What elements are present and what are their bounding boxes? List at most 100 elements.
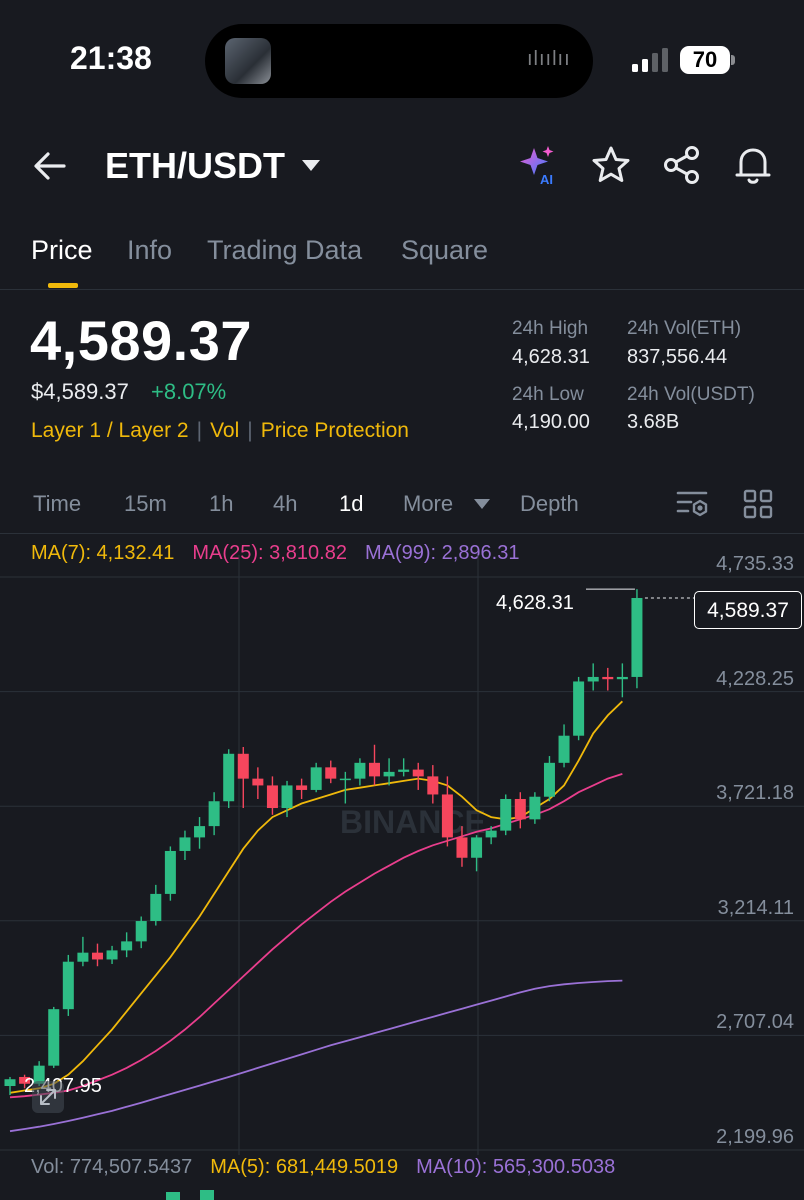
candle [573, 676, 585, 741]
chart-settings-icon[interactable] [676, 488, 710, 520]
stat-low-label: 24h Low [512, 384, 584, 405]
stat-vol-eth-value: 837,556.44 [627, 346, 728, 368]
tab-price[interactable]: Price [31, 235, 93, 265]
pair-title[interactable]: ETH/USDT [105, 145, 285, 186]
candle-body [529, 796, 541, 820]
y-axis-tick: 4,228.25 [716, 667, 794, 690]
caret-down-icon[interactable] [474, 499, 490, 509]
battery-indicator: 70 [680, 46, 730, 74]
interval-time[interactable]: Time [33, 491, 82, 516]
candle-body [631, 597, 643, 677]
stat-vol-usdt-value: 3.68B [627, 411, 680, 433]
candle-body [398, 769, 410, 772]
candle-body [514, 798, 526, 820]
interval-1h[interactable]: 1h [209, 491, 234, 516]
candle-body [208, 801, 220, 827]
candle [121, 932, 133, 958]
candle [369, 744, 380, 786]
candle [500, 794, 512, 836]
tag-separator: | [247, 419, 253, 442]
candle [77, 936, 89, 967]
candle-body [266, 785, 278, 809]
tab-info[interactable]: Info [127, 235, 173, 265]
divider [0, 289, 804, 290]
volume-legend: Vol: 774,507.5437 MA(5): 681,449.5019 MA(1… [31, 1156, 633, 1179]
candlestick-chart[interactable]: BINANCE [0, 555, 804, 1155]
candle-body [296, 785, 308, 790]
share-icon[interactable] [661, 144, 703, 186]
volume-ma10-label: MA(10): 565,300.5038 [416, 1156, 616, 1178]
candle-body [194, 826, 206, 838]
candle-body [471, 837, 483, 858]
candle-body [223, 753, 235, 802]
tag-separator: | [196, 419, 203, 442]
candle [631, 589, 643, 689]
candle [354, 758, 366, 786]
tag-vol[interactable]: Vol [210, 419, 240, 442]
divider [0, 533, 804, 534]
interval-1d[interactable]: 1d [339, 491, 364, 516]
bell-icon[interactable] [732, 144, 774, 186]
candle [150, 884, 162, 926]
candle [62, 954, 74, 1016]
ma7-line [9, 700, 623, 1094]
active-tab-indicator [48, 283, 78, 288]
candle-body [354, 762, 366, 779]
candle [471, 835, 483, 872]
candle [194, 817, 206, 849]
y-axis-tick: 2,707.04 [716, 1011, 794, 1034]
tab-trading-data[interactable]: Trading Data [207, 235, 363, 265]
candle [310, 762, 322, 793]
candle-body [543, 762, 555, 797]
candle [135, 916, 147, 949]
candle-body [164, 850, 176, 894]
token-tags: Layer 1 / Layer 2 | Vol | Price Protection [31, 419, 409, 443]
ai-sparkle-icon[interactable]: AI [518, 144, 560, 187]
tag-price-protection[interactable]: Price Protection [260, 419, 409, 442]
candle-body [485, 830, 497, 838]
star-icon[interactable] [590, 144, 632, 186]
candle [252, 767, 264, 799]
candle-body [427, 776, 439, 795]
audio-waveform-icon: ılıılıı [527, 48, 571, 70]
tab-square[interactable]: Square [401, 235, 489, 265]
candle [616, 663, 628, 698]
candle-body [179, 837, 191, 851]
candle [441, 776, 453, 847]
caret-down-icon[interactable] [300, 157, 322, 173]
candle-body [369, 762, 380, 777]
interval-15m[interactable]: 15m [124, 491, 167, 516]
candle [587, 663, 599, 691]
back-arrow-icon[interactable] [30, 146, 70, 186]
stat-low-value: 4,190.00 [512, 411, 590, 433]
candle [339, 771, 351, 804]
y-axis-tick: 4,735.33 [716, 553, 794, 575]
candle-body [339, 778, 351, 781]
status-time: 21:38 [70, 40, 152, 76]
candle [602, 667, 614, 691]
candle [281, 780, 293, 818]
candle [48, 1006, 60, 1068]
candle-body [121, 941, 133, 951]
interval-more[interactable]: More [403, 491, 454, 516]
now-playing-artwork [225, 38, 271, 84]
current-price-label: 4,589.37 [694, 591, 802, 629]
candle [208, 792, 220, 836]
candle [398, 758, 410, 777]
tag-layer[interactable]: Layer 1 / Layer 2 [31, 419, 189, 442]
ma7-label: MA(7): 4,132.41 [31, 542, 175, 564]
candle-body [237, 753, 249, 779]
candle [485, 826, 497, 845]
interval-depth[interactable]: Depth [520, 491, 579, 516]
candle [164, 846, 176, 901]
ma-legend: MA(7): 4,132.41 MA(25): 3,810.82 MA(99): 2… [31, 542, 537, 565]
candle-body [91, 952, 103, 960]
interval-4h[interactable]: 4h [273, 491, 298, 516]
candle-body [252, 778, 264, 786]
volume-bars-peek [166, 1190, 214, 1200]
grid-layout-icon[interactable] [742, 488, 774, 520]
zoom-expand-icon[interactable] [32, 1081, 64, 1113]
candle-body [573, 681, 585, 736]
candle [325, 760, 337, 784]
usd-price: $4,589.37 [31, 379, 129, 404]
